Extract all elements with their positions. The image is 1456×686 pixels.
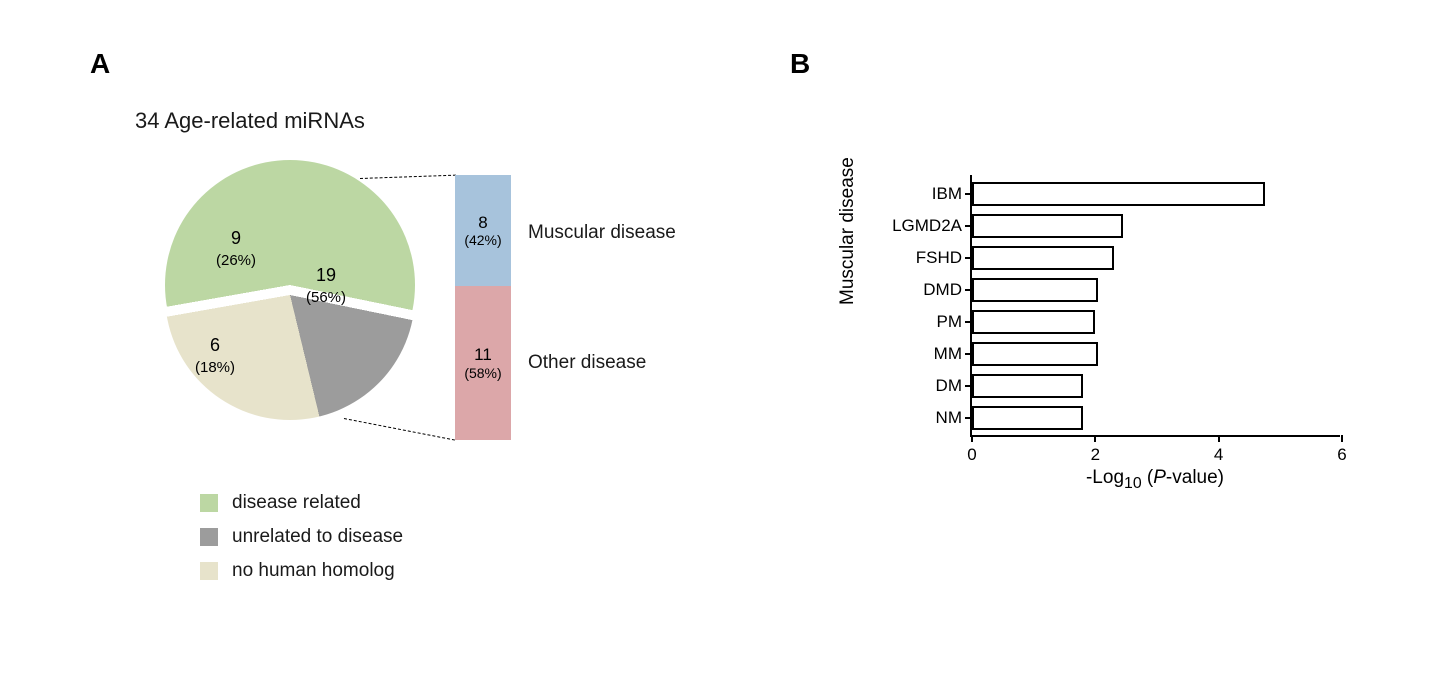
pct: (56%) xyxy=(306,289,346,306)
xlabel-open: ( xyxy=(1142,467,1154,488)
bar-IBM xyxy=(972,182,1265,206)
pie-legend: disease related unrelated to disease no hu… xyxy=(200,492,403,594)
count: 6 xyxy=(210,335,220,355)
ycat-DM: DM xyxy=(936,376,962,396)
pct: (42%) xyxy=(464,232,501,248)
ytick xyxy=(965,385,972,387)
swatch xyxy=(200,562,218,580)
ytick xyxy=(965,289,972,291)
stack-label-muscular: Muscular disease xyxy=(528,222,676,244)
count: 11 xyxy=(474,345,492,365)
x-axis-label: -Log10 (P-value) xyxy=(970,467,1340,493)
bar-LGMD2A xyxy=(972,214,1123,238)
legend-row-unrelated: unrelated to disease xyxy=(200,526,403,548)
pie-label-no-homolog: 9 (26%) xyxy=(216,228,256,269)
xtick xyxy=(1218,435,1220,442)
bar-DMD xyxy=(972,278,1098,302)
bar-DM xyxy=(972,374,1083,398)
bar-chart: Muscular disease 0246 -Log10 (P-value) I… xyxy=(860,165,1360,495)
legend-text: no human homolog xyxy=(232,560,395,582)
bar-PM xyxy=(972,310,1095,334)
pie-label-disease-related: 19 (56%) xyxy=(306,265,346,306)
ycat-MM: MM xyxy=(934,344,962,364)
xtick-label: 4 xyxy=(1214,445,1223,465)
plot-area: 0246 xyxy=(970,175,1340,437)
panel-a-label: A xyxy=(90,48,110,80)
xtick xyxy=(1341,435,1343,442)
xlabel-close: -value) xyxy=(1166,467,1224,488)
count: 19 xyxy=(316,265,336,285)
panel-a-title: 34 Age-related miRNAs xyxy=(135,108,365,134)
bar-MM xyxy=(972,342,1098,366)
xtick xyxy=(971,435,973,442)
count: 8 xyxy=(478,213,487,233)
ycat-NM: NM xyxy=(936,408,962,428)
stacked-bar: 8(42%)11(58%) xyxy=(455,175,511,440)
stack-seg-other: 11(58%) xyxy=(455,286,511,440)
pie-chart xyxy=(165,170,415,420)
panel-b-label: B xyxy=(790,48,810,80)
xtick xyxy=(1094,435,1096,442)
legend-text: disease related xyxy=(232,492,361,514)
swatch xyxy=(200,528,218,546)
legend-row-no_human_homolog: no human homolog xyxy=(200,560,403,582)
xtick-label: 6 xyxy=(1337,445,1346,465)
ytick xyxy=(965,225,972,227)
ycat-DMD: DMD xyxy=(923,280,962,300)
ytick xyxy=(965,417,972,419)
pct: (58%) xyxy=(464,365,501,381)
connector-bottom xyxy=(344,418,455,441)
ytick xyxy=(965,353,972,355)
xlabel-prefix: -Log xyxy=(1086,467,1124,488)
ytick xyxy=(965,321,972,323)
legend-text: unrelated to disease xyxy=(232,526,403,548)
bar-NM xyxy=(972,406,1083,430)
stack-seg-muscular: 8(42%) xyxy=(455,175,511,286)
ycat-IBM: IBM xyxy=(932,184,962,204)
y-axis-label: Muscular disease xyxy=(837,157,859,305)
pct: (18%) xyxy=(195,359,235,376)
xtick-label: 2 xyxy=(1091,445,1100,465)
xtick-label: 0 xyxy=(967,445,976,465)
pie-label-unrelated: 6 (18%) xyxy=(195,335,235,376)
ycat-LGMD2A: LGMD2A xyxy=(892,216,962,236)
ytick xyxy=(965,193,972,195)
ytick xyxy=(965,257,972,259)
legend-row-disease_related: disease related xyxy=(200,492,403,514)
pct: (26%) xyxy=(216,252,256,269)
xlabel-sub: 10 xyxy=(1124,475,1142,492)
ycat-FSHD: FSHD xyxy=(916,248,962,268)
stack-label-other: Other disease xyxy=(528,352,646,374)
count: 9 xyxy=(231,228,241,248)
swatch xyxy=(200,494,218,512)
ycat-PM: PM xyxy=(937,312,963,332)
bar-FSHD xyxy=(972,246,1114,270)
xlabel-italic: P xyxy=(1153,467,1166,488)
